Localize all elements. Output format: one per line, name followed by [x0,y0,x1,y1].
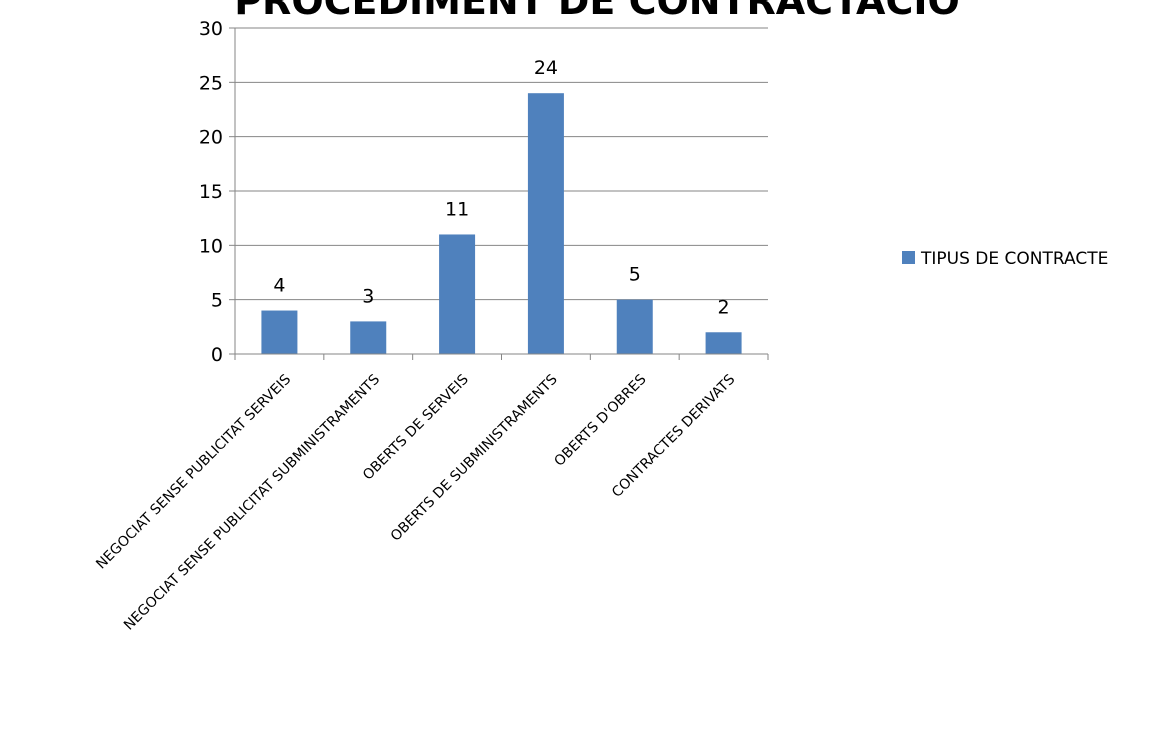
data-label: 4 [273,275,285,297]
y-tick-label: 10 [199,235,223,257]
data-label: 3 [362,285,374,307]
bar-5 [616,299,653,354]
bars [261,93,742,354]
bar-2 [350,321,387,354]
x-category-label: OBERTS D'OBRES [551,371,649,469]
legend-label: TIPUS DE CONTRACTE [920,249,1108,269]
bar-6 [705,332,742,354]
data-label: 2 [718,296,730,318]
legend-swatch [902,251,915,264]
gridlines [235,27,768,301]
axes [229,27,769,360]
chart-title: PROCEDIMENT DE CONTRACTACIÓ [234,0,960,23]
y-tick-label: 15 [199,181,223,203]
bar-1 [261,310,298,354]
data-label: 24 [534,57,558,79]
y-tick-label: 30 [199,18,223,40]
y-tick-label: 20 [199,127,223,149]
bar-3 [439,234,476,354]
x-category-label: OBERTS DE SUBMINISTRAMENTS [388,371,561,544]
legend: TIPUS DE CONTRACTE [902,249,1108,269]
data-label: 11 [445,198,469,220]
data-label: 5 [629,264,641,286]
y-tick-label: 0 [211,344,223,366]
y-tick-label: 25 [199,72,223,94]
x-category-label: NEGOCIAT SENSE PUBLICITAT SERVEIS [93,371,294,572]
y-tick-label: 5 [211,290,223,312]
bar-4 [527,93,564,354]
